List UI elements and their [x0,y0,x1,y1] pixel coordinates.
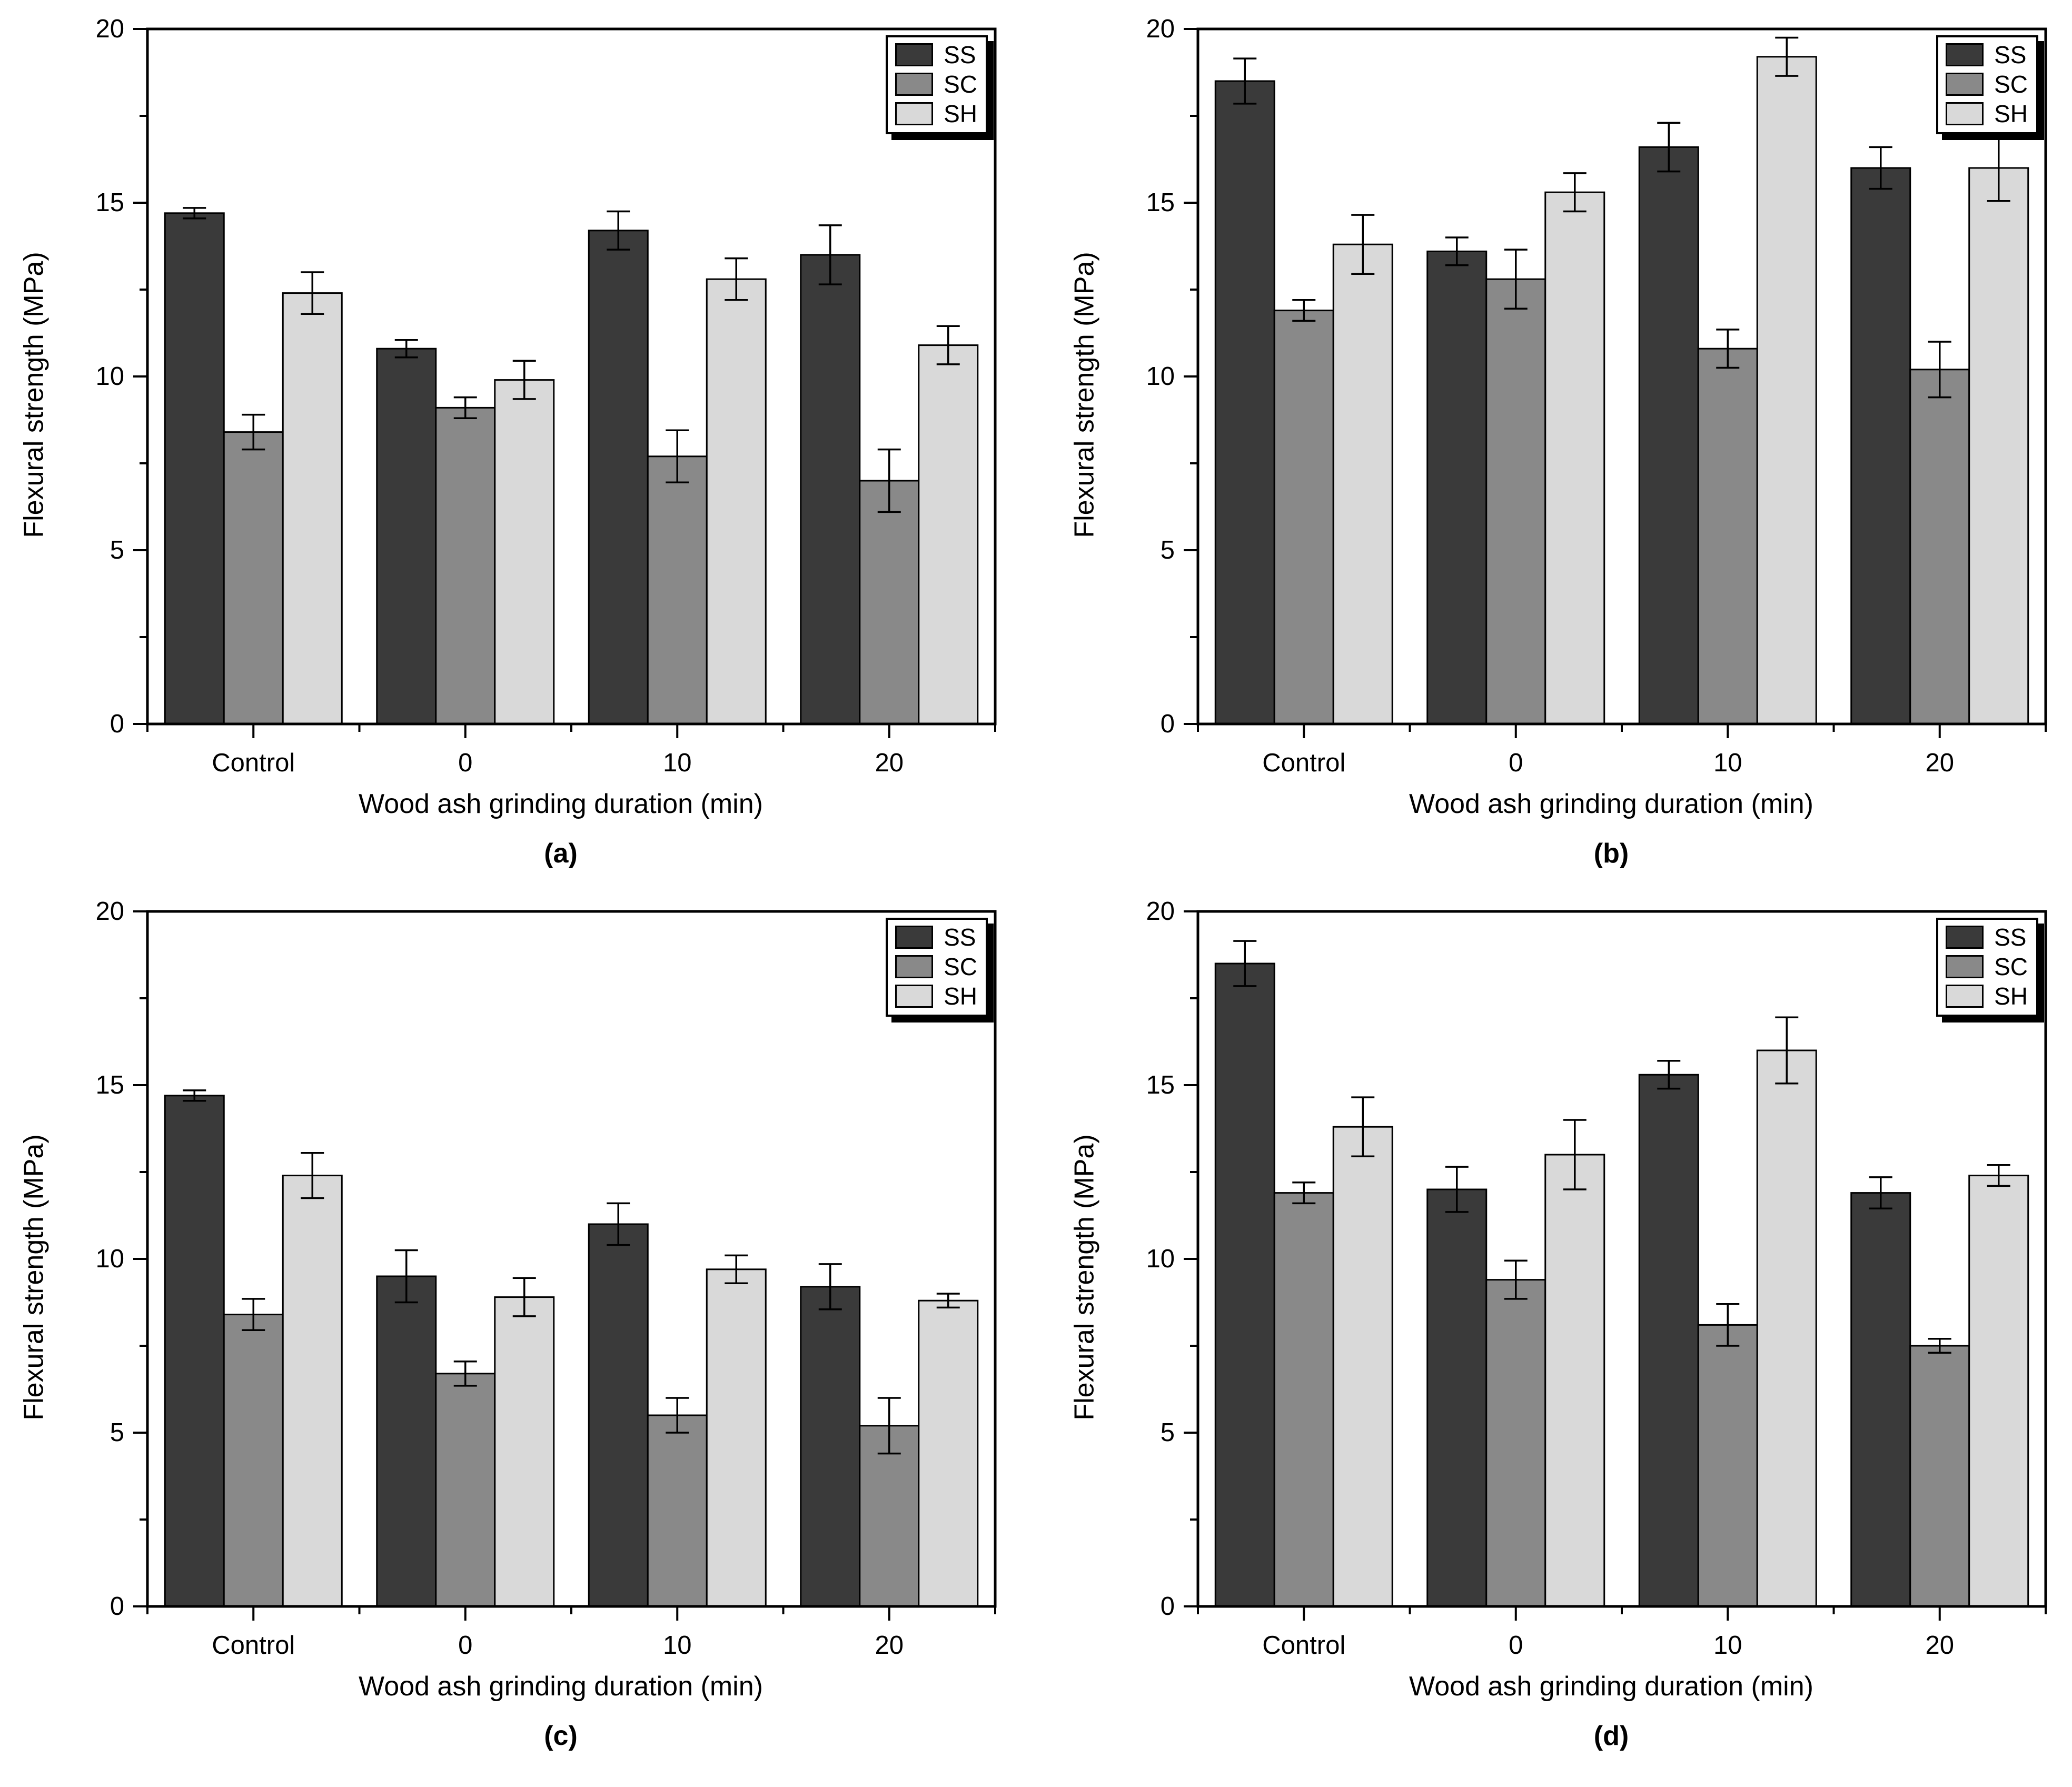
y-axis-label: Flexural strength (MPa) [1069,252,1101,538]
svg-text:10: 10 [95,362,124,391]
y-axis-label: Flexural strength (MPa) [1069,1134,1101,1421]
svg-text:20: 20 [1146,897,1175,926]
legend-item-sh: SH [1946,984,2028,1008]
svg-text:10: 10 [663,1631,692,1659]
svg-text:5: 5 [1161,536,1175,564]
x-axis-label: Wood ash grinding duration (min) [1409,789,1813,819]
svg-text:15: 15 [95,1071,124,1099]
legend-swatch-ss [895,926,934,949]
legend-swatch-sh [895,102,934,125]
svg-text:10: 10 [663,749,692,777]
legend: SS SC SH [886,918,988,1017]
svg-text:20: 20 [95,897,124,926]
svg-text:Control: Control [1262,749,1345,777]
bar-chart-a: 0 5 10 15 20 Control 0 10 20 [95,15,997,777]
legend-label-sh: SH [1994,100,2028,127]
svg-text:5: 5 [110,1418,124,1447]
legend-label-sh: SH [944,982,977,1010]
svg-text:10: 10 [95,1245,124,1273]
svg-text:0: 0 [458,1631,472,1659]
svg-text:0: 0 [1509,1631,1523,1659]
legend-item-sh: SH [895,102,977,126]
svg-text:15: 15 [1146,1071,1175,1099]
svg-text:0: 0 [110,1592,124,1621]
legend-swatch-sc [1946,955,1984,978]
svg-text:0: 0 [1509,749,1523,777]
legend-swatch-ss [1946,926,1984,949]
chart-panel-b: Flexural strength (MPa) 0 5 10 15 20 Control 0… [1066,13,2056,869]
panel-caption-a: (a) [544,838,578,869]
legend-swatch-ss [895,43,934,66]
x-axis-label: Wood ash grinding duration (min) [1409,1671,1813,1702]
legend-swatch-sh [1946,985,1984,1008]
legend-label-sc: SC [944,71,977,98]
chart-panel-c: Flexural strength (MPa) 0 5 10 15 20 Control 0… [16,896,1006,1752]
legend-swatch-sc [895,955,934,978]
panel-caption-c: (c) [544,1721,578,1751]
svg-text:20: 20 [95,15,124,43]
legend-label-ss: SS [944,924,976,951]
legend-item-sh: SH [895,984,977,1008]
svg-text:0: 0 [1161,710,1175,738]
svg-text:15: 15 [95,188,124,217]
svg-text:10: 10 [1146,362,1175,391]
legend: SS SC SH [886,35,988,134]
legend-swatch-ss [1946,43,1984,66]
svg-text:10: 10 [1713,1631,1742,1659]
legend-swatch-sh [1946,102,1984,125]
legend-label-sh: SH [1994,982,2028,1010]
bar-chart-c: 0 5 10 15 20 Control 0 10 20 [95,897,997,1659]
x-axis-label: Wood ash grinding duration (min) [359,789,763,819]
legend-swatch-sc [1946,73,1984,96]
svg-text:20: 20 [1146,15,1175,43]
svg-text:Control: Control [1262,1631,1345,1659]
legend-label-ss: SS [1994,924,2027,951]
x-axis-label: Wood ash grinding duration (min) [359,1671,763,1702]
panel-caption-b: (b) [1593,838,1629,869]
y-axis-label: Flexural strength (MPa) [19,252,50,538]
legend-item-ss: SS [895,43,977,67]
bar-chart-b: 0 5 10 15 20 Control 0 10 20 [1146,15,2047,777]
svg-text:20: 20 [1925,1631,1954,1659]
legend-label-sc: SC [1994,953,2028,980]
svg-text:20: 20 [875,1631,904,1659]
svg-text:0: 0 [1161,1592,1175,1621]
legend-item-sc: SC [1946,955,2028,979]
legend-item-sc: SC [895,72,977,96]
svg-text:20: 20 [1925,749,1954,777]
legend-label-sh: SH [944,100,977,127]
svg-text:5: 5 [110,536,124,564]
legend-item-sc: SC [1946,72,2028,96]
svg-text:0: 0 [458,749,472,777]
chart-panel-d: Flexural strength (MPa) 0 5 10 15 20 Control 0… [1066,896,2056,1752]
svg-text:5: 5 [1161,1418,1175,1447]
legend-item-ss: SS [1946,925,2028,949]
legend-swatch-sh [895,985,934,1008]
legend-label-ss: SS [1994,41,2027,68]
legend-label-sc: SC [944,953,977,980]
svg-text:10: 10 [1713,749,1742,777]
svg-text:Control: Control [212,1631,295,1659]
legend-item-ss: SS [1946,43,2028,67]
legend: SS SC SH [1936,918,2038,1017]
y-axis-label: Flexural strength (MPa) [19,1134,50,1421]
svg-text:20: 20 [875,749,904,777]
legend: SS SC SH [1936,35,2038,134]
svg-text:15: 15 [1146,188,1175,217]
svg-text:Control: Control [212,749,295,777]
svg-text:0: 0 [110,710,124,738]
legend-label-ss: SS [944,41,976,68]
svg-text:10: 10 [1146,1245,1175,1273]
legend-item-sh: SH [1946,102,2028,126]
legend-label-sc: SC [1994,71,2028,98]
legend-item-sc: SC [895,955,977,979]
chart-panel-a: Flexural strength (MPa) 0 5 10 15 20 Control 0… [16,13,1006,869]
legend-swatch-sc [895,73,934,96]
legend-item-ss: SS [895,925,977,949]
panel-caption-d: (d) [1593,1721,1629,1751]
bar-chart-d: 0 5 10 15 20 Control 0 10 20 [1146,897,2047,1659]
